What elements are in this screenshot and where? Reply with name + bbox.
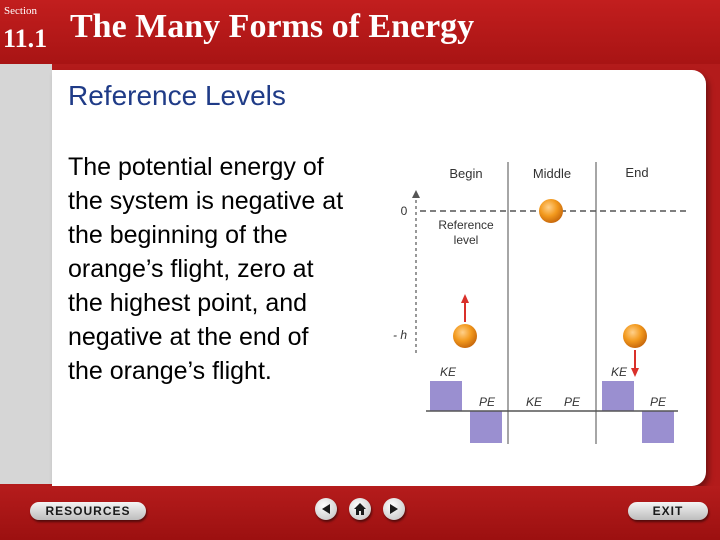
bar-end-pe — [642, 411, 674, 443]
column-header-end: End — [625, 165, 648, 180]
prev-arrow-icon — [322, 504, 330, 514]
label-begin-pe: PE — [479, 395, 496, 409]
prev-button[interactable] — [315, 498, 337, 520]
home-icon — [354, 503, 366, 515]
bar-end-ke — [602, 381, 634, 411]
resources-button[interactable]: RESOURCES — [30, 502, 146, 520]
orange-end — [623, 324, 647, 348]
header-bar — [0, 0, 720, 64]
section-number: 11.1 — [3, 24, 48, 53]
body-line: The potential energy of — [68, 153, 324, 181]
body-line: the orange’s flight. — [68, 357, 272, 385]
column-header-begin: Begin — [449, 166, 482, 181]
reference-label-line2: level — [454, 233, 479, 247]
orange-middle — [539, 199, 563, 223]
section-label: Section — [4, 5, 37, 17]
home-button[interactable] — [349, 498, 371, 520]
down-arrow-icon — [631, 368, 639, 377]
bar-begin-ke — [430, 381, 462, 411]
next-button[interactable] — [383, 498, 405, 520]
column-header-middle: Middle — [533, 166, 571, 181]
next-arrow-icon — [390, 504, 398, 514]
content-card — [52, 70, 706, 486]
up-arrow-icon — [461, 294, 469, 303]
label-middle-ke: KE — [526, 395, 543, 409]
energy-diagram-svg: Begin Middle End 0 - h Reference level — [393, 162, 688, 444]
energy-diagram: Begin Middle End 0 - h Reference level — [380, 150, 700, 450]
body-line: negative at the end of — [68, 323, 309, 351]
left-sidebar — [0, 64, 52, 484]
neg-h-label: - h — [393, 328, 407, 342]
zero-label: 0 — [401, 204, 408, 218]
axis-arrow-icon — [412, 190, 420, 198]
label-middle-pe: PE — [564, 395, 581, 409]
label-end-pe: PE — [650, 395, 667, 409]
slide-subtitle: Reference Levels — [68, 80, 286, 111]
page-title: The Many Forms of Energy — [70, 8, 475, 45]
body-line: the highest point, and — [68, 289, 308, 317]
body-line: the beginning of the — [68, 221, 288, 249]
bar-begin-pe — [470, 411, 502, 443]
body-text: The potential energy of the system is ne… — [68, 150, 398, 388]
label-end-ke: KE — [611, 365, 628, 379]
body-line: the system is negative at — [68, 187, 344, 215]
orange-begin — [453, 324, 477, 348]
exit-button[interactable]: EXIT — [628, 502, 708, 520]
reference-label-line1: Reference — [438, 218, 494, 232]
label-begin-ke: KE — [440, 365, 457, 379]
body-line: orange’s flight, zero at — [68, 255, 314, 283]
